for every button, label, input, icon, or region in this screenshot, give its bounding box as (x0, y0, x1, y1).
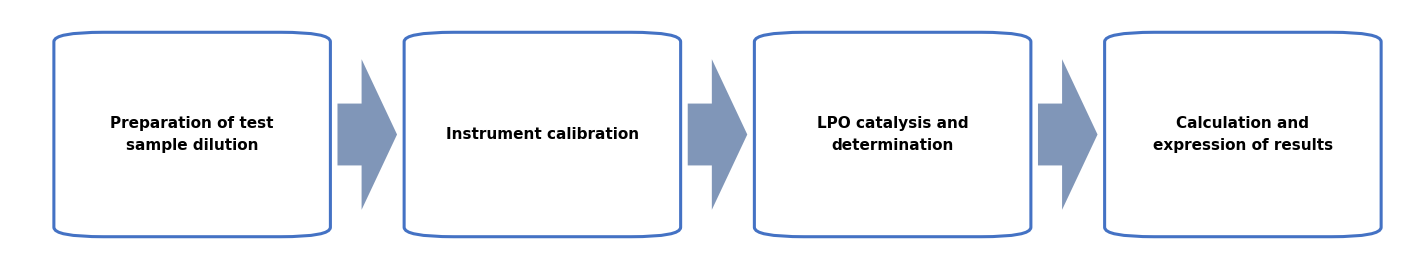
Text: Preparation of test
sample dilution: Preparation of test sample dilution (111, 116, 274, 153)
Polygon shape (1038, 59, 1098, 210)
Polygon shape (337, 59, 397, 210)
Text: LPO catalysis and
determination: LPO catalysis and determination (817, 116, 968, 153)
FancyBboxPatch shape (54, 32, 330, 237)
Polygon shape (688, 59, 747, 210)
FancyBboxPatch shape (404, 32, 681, 237)
Text: Instrument calibration: Instrument calibration (445, 127, 640, 142)
FancyBboxPatch shape (1105, 32, 1381, 237)
FancyBboxPatch shape (754, 32, 1031, 237)
Text: Calculation and
expression of results: Calculation and expression of results (1153, 116, 1333, 153)
